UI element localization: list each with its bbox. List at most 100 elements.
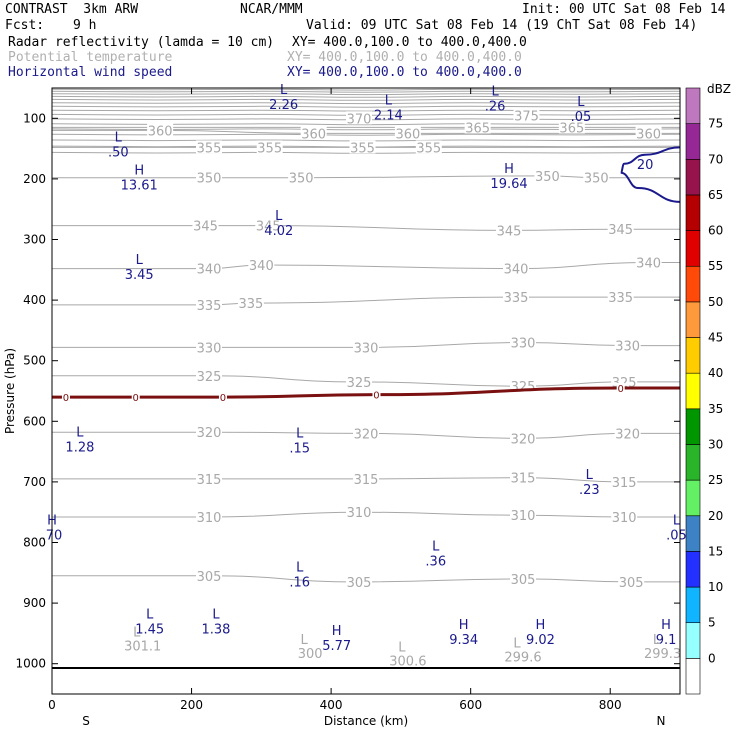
north-end-label: N: [657, 714, 666, 728]
theta-upper-line: [51, 105, 681, 108]
colorbar-swatch: [685, 479, 701, 517]
theta-label-320: 320: [511, 432, 536, 447]
colorbar-level-label: 0: [708, 651, 716, 665]
theta-label-305: 305: [511, 573, 536, 588]
theta-label-320: 320: [197, 426, 222, 441]
theta-label-bg: [196, 471, 222, 485]
theta-label-bg: [611, 474, 638, 488]
theta-label-bg: [558, 120, 585, 134]
theta-label-330: 330: [197, 341, 222, 356]
theta-label-305: 305: [347, 576, 372, 591]
theta-label-330: 330: [511, 337, 536, 352]
wind-extremum-value: 13.61: [121, 179, 158, 194]
theta-label-355: 355: [416, 141, 441, 156]
x-tick-label: 200: [180, 698, 203, 712]
theta-label-305: 305: [619, 576, 644, 591]
theta-extremum-value: 299.3: [644, 647, 681, 662]
theta-label-315: 315: [612, 476, 637, 491]
colorbar-level-label: 10: [708, 580, 723, 594]
wind-extremum-value: .16: [289, 576, 310, 591]
theta-label-bg: [415, 140, 442, 154]
theta-label-bg: [611, 510, 638, 524]
theta-extremum-value: 301.1: [124, 639, 161, 654]
colorbar-swatch: [685, 658, 701, 695]
theta-label-305: 305: [197, 570, 222, 585]
theta-upper-line: [51, 128, 681, 131]
theta-label-350: 350: [289, 172, 314, 187]
wind-extremum-value: .05: [666, 528, 687, 543]
field-theta-xy: XY= 400.0,100.0 to 400.0,400.0: [287, 50, 522, 65]
wind-extremum-type: L: [432, 539, 440, 554]
wind-extremum-type: L: [586, 468, 594, 483]
colorbar-swatch: [685, 301, 701, 338]
wind-extremum-value: 3.45: [125, 268, 154, 283]
theta-upper-line: [51, 95, 681, 98]
theta-label-360: 360: [395, 127, 420, 142]
theta-label-bg: [614, 426, 641, 440]
wind-extremum-value: 2.14: [374, 108, 403, 123]
colorbar-level-label: 30: [708, 437, 723, 451]
theta-upper-line: [51, 90, 681, 93]
theta-label-345: 345: [193, 220, 218, 235]
zero-contour-label: 0: [373, 391, 379, 402]
theta-label-330: 330: [615, 340, 640, 355]
theta-label-370: 370: [347, 112, 372, 127]
colorbar-level-label: 15: [708, 544, 723, 558]
y-tick-label: 300: [23, 233, 46, 247]
theta-contour-335: [52, 296, 680, 306]
model-title: CONTRAST 3km ARW: [5, 2, 139, 17]
colorbar-swatch: [685, 265, 701, 303]
theta-upper-line: [51, 102, 681, 105]
theta-label-bg: [503, 290, 530, 304]
y-tick-label: 500: [23, 354, 46, 368]
x-tick-label: 800: [599, 698, 622, 712]
theta-label-bg: [196, 425, 222, 439]
wind-extremum-type: L: [115, 130, 123, 145]
colorbar-swatch: [685, 337, 701, 374]
theta-label-bg: [510, 470, 536, 484]
theta-label-325: 325: [347, 376, 372, 391]
wind-extremum-value: .26: [485, 99, 506, 114]
colorbar-level-label: 60: [708, 224, 723, 238]
theta-label-345: 345: [497, 224, 522, 239]
theta-label-355: 355: [257, 141, 282, 156]
wind-contour-20: [620, 146, 681, 203]
colorbar-level-label: 70: [708, 152, 723, 166]
wind-extremum-value: .36: [425, 554, 446, 569]
theta-label-bg: [503, 261, 530, 275]
zero-label-bg: [131, 392, 140, 403]
theta-label-335: 335: [504, 291, 529, 306]
init-time: Init: 00 UTC Sat 08 Feb 14: [522, 2, 726, 17]
colorbar-swatch: [685, 408, 701, 445]
theta-label-bg: [192, 218, 219, 232]
theta-label-bg: [513, 108, 540, 122]
theta-label-bg: [346, 574, 373, 588]
y-tick-label: 400: [23, 293, 46, 307]
theta-label-310: 310: [612, 511, 637, 526]
theta-label-345: 345: [608, 223, 633, 238]
x-tick-label: 600: [459, 698, 482, 712]
y-tick-label: 900: [23, 596, 46, 610]
theta-label-bg: [196, 261, 222, 275]
theta-label-320: 320: [354, 427, 379, 442]
theta-label-bg: [346, 505, 373, 519]
theta-label-355: 355: [197, 141, 222, 156]
wind-extremum-type: L: [673, 513, 681, 528]
zero-contour-label: 0: [220, 393, 226, 404]
theta-label-375: 375: [514, 109, 539, 124]
forecast-label: Fcst:: [5, 18, 45, 33]
wind-extremum-type: L: [296, 561, 304, 576]
theta-extremum-value: 300: [298, 647, 323, 662]
theta-label-340: 340: [197, 263, 222, 278]
theta-label-bg: [196, 170, 222, 184]
field-wind-name: Horizontal wind speed: [8, 65, 173, 80]
colorbar-level-label: 20: [708, 509, 723, 523]
theta-label-365: 365: [559, 121, 584, 136]
wind-extremum-value: 9.34: [449, 633, 478, 648]
zero-label-bg: [372, 389, 381, 400]
theta-label-340: 340: [636, 257, 661, 272]
colorbar-swatch: [685, 515, 701, 552]
zero-label-bg: [218, 392, 227, 403]
colorbar-swatch: [685, 87, 701, 124]
